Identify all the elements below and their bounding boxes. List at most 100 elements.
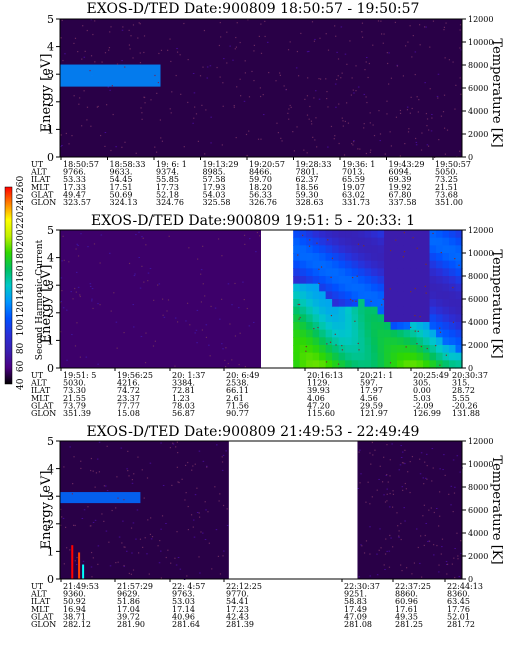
temperature-point (408, 128, 410, 130)
heatmap-cell (358, 352, 366, 361)
temperature-point (246, 154, 248, 157)
heatmap-cell (449, 314, 457, 323)
heatmap-speck (104, 485, 107, 487)
temperature-point (148, 573, 150, 575)
ephemeris-cell: 18:50:57 (63, 160, 99, 169)
temperature-point (283, 85, 285, 87)
temperature-point (72, 298, 74, 300)
temperature-point (363, 552, 366, 554)
temperature-point (424, 285, 426, 287)
temperature-point (96, 106, 98, 108)
temperature-point (65, 526, 67, 529)
temperature-point (104, 145, 106, 148)
temperature-point (303, 149, 305, 151)
ephemeris-cell: 9633. (110, 168, 133, 177)
heatmap-cell (364, 337, 372, 346)
heatmap-cell (306, 337, 314, 346)
temperature-point (455, 84, 457, 86)
ephemeris-cell: 52.18 (156, 190, 179, 199)
heatmap-speck (138, 231, 140, 233)
temperature-point (104, 52, 107, 54)
heatmap-cell (397, 253, 405, 262)
heatmap-cell (449, 299, 457, 308)
heatmap-speck (177, 557, 180, 559)
heatmap-speck (109, 89, 111, 91)
heatmap-speck (216, 444, 218, 446)
temperature-point (401, 462, 404, 464)
temperature-point (219, 21, 221, 24)
ephemeris-cell: 17.97 (360, 386, 383, 395)
heatmap-cell (423, 291, 431, 300)
panel-2-ylabel: Energy [eV] (39, 265, 54, 344)
temperature-point (222, 504, 225, 507)
heatmap-cell (299, 306, 307, 315)
temperature-point (258, 35, 260, 38)
heatmap-speck (194, 494, 197, 496)
temperature-point (409, 112, 411, 114)
heatmap-cell (423, 299, 431, 308)
heatmap-cell (345, 237, 353, 246)
temperature-point (423, 504, 425, 506)
temperature-point (386, 473, 388, 476)
temperature-point (207, 511, 209, 513)
temperature-point (121, 146, 123, 148)
temperature-point (258, 235, 261, 237)
temperature-point (73, 95, 75, 97)
heatmap-cell (397, 268, 405, 277)
temperature-point (137, 552, 140, 554)
heatmap-speck (360, 473, 362, 475)
temperature-point (154, 146, 156, 148)
temperature-point (383, 564, 385, 566)
temperature-point (145, 244, 147, 246)
temperature-point (149, 533, 152, 536)
temperature-point (374, 449, 376, 451)
heatmap-speck (202, 460, 205, 462)
heatmap-cell (312, 283, 320, 292)
temperature-point (288, 118, 290, 120)
temperature-point (420, 345, 422, 348)
heatmap-cell (397, 337, 405, 346)
colorbar-tick-label: 240 (16, 193, 26, 210)
temperature-point (201, 104, 203, 106)
temperature-point (205, 336, 208, 339)
temperature-point (130, 573, 132, 575)
temperature-point (141, 112, 143, 114)
temperature-point (335, 344, 337, 346)
temperature-point (389, 249, 392, 252)
temperature-point (297, 303, 299, 306)
ephemeris-cell: 53.33 (63, 175, 86, 184)
y2-tick-label: 12000 (468, 437, 493, 446)
temperature-point (414, 330, 416, 332)
heatmap-cell (345, 337, 353, 346)
heatmap-speck (122, 520, 124, 522)
heatmap-cell (442, 299, 450, 308)
heatmap-cell (312, 230, 320, 239)
ephemeris-cell: 18:58:33 (110, 160, 146, 169)
heatmap-cell (416, 230, 424, 239)
heatmap-cell (345, 322, 353, 331)
heatmap-cell (377, 306, 385, 315)
heatmap-speck (385, 474, 388, 476)
y2-tick-label: 0 (468, 575, 473, 584)
heatmap-speck (404, 463, 406, 465)
heatmap-speck (425, 522, 427, 524)
heatmap-cell (306, 283, 314, 292)
heatmap-cell (429, 337, 437, 346)
temperature-point (108, 49, 110, 51)
temperature-point (224, 359, 226, 362)
heatmap-cell (384, 260, 392, 269)
ephemeris-cell: 337.58 (389, 198, 417, 207)
heatmap-cell (351, 352, 359, 361)
heatmap-cell (345, 329, 353, 338)
temperature-point (244, 366, 247, 368)
heatmap-speck (398, 536, 400, 538)
heatmap-cell (377, 329, 385, 338)
temperature-point (157, 284, 159, 286)
heatmap-cell (345, 245, 353, 254)
ephemeris-cell: 90.77 (226, 409, 249, 418)
temperature-point (383, 456, 385, 458)
heatmap-cell (338, 283, 346, 292)
heatmap-speck (135, 234, 137, 236)
temperature-point (320, 266, 323, 268)
